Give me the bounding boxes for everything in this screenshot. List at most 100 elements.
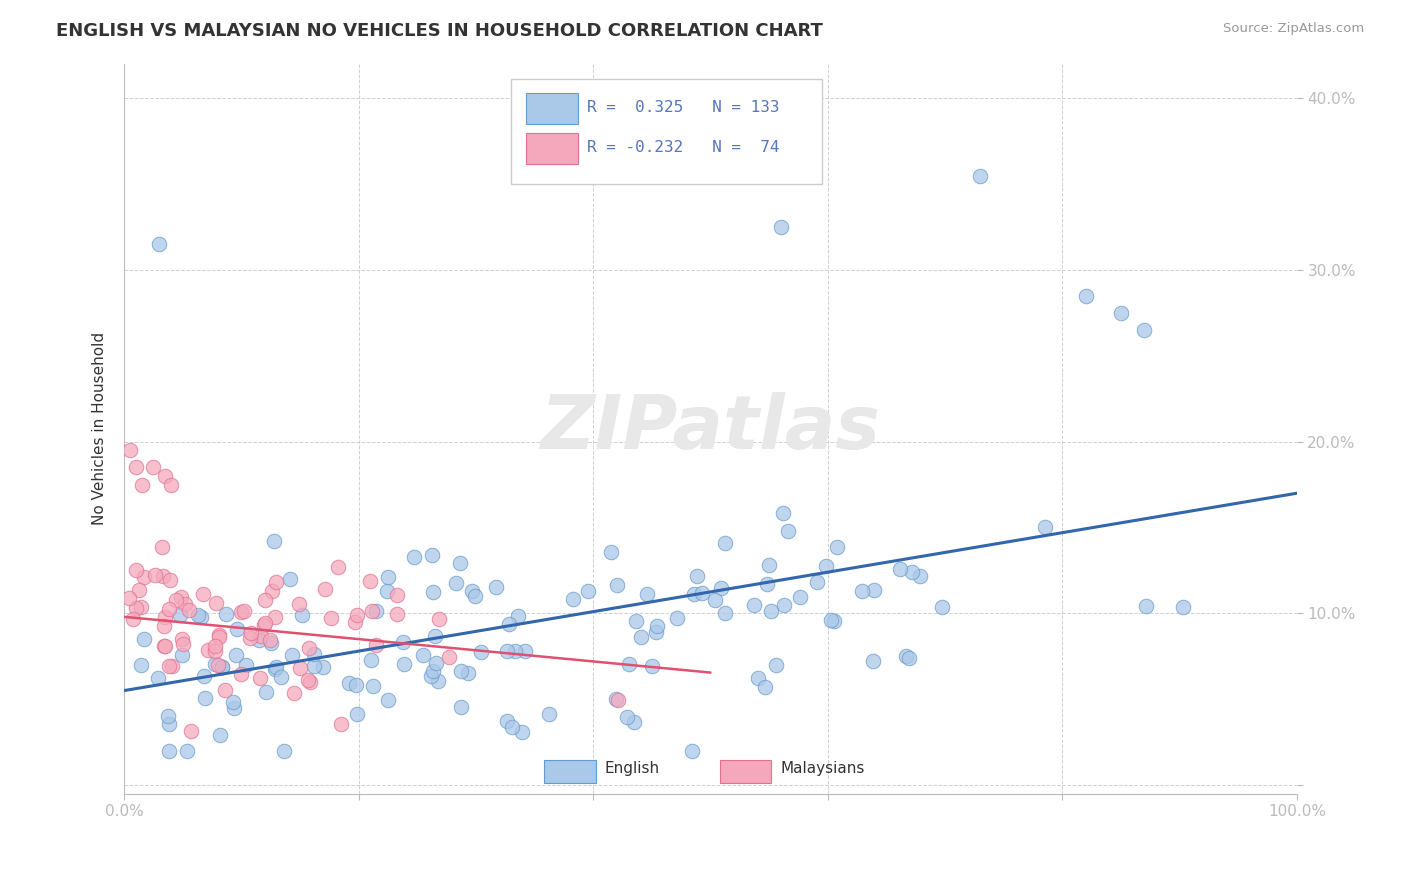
Point	[889, 562, 911, 576]
Point	[422, 584, 444, 599]
Point	[226, 622, 249, 636]
Point	[495, 714, 517, 728]
Point	[425, 630, 447, 644]
Point	[314, 582, 336, 597]
Point	[789, 591, 811, 605]
Point	[630, 630, 652, 644]
Point	[165, 593, 187, 607]
Point	[239, 625, 262, 640]
Point	[122, 612, 145, 626]
Point	[641, 659, 664, 673]
Point	[537, 706, 560, 721]
Text: Source: ZipAtlas.com: Source: ZipAtlas.com	[1223, 22, 1364, 36]
Point	[606, 693, 628, 707]
Point	[157, 744, 180, 758]
Point	[851, 583, 873, 598]
Point	[645, 624, 668, 639]
Point	[249, 671, 271, 685]
Point	[606, 578, 628, 592]
Point	[714, 536, 737, 550]
Point	[239, 631, 262, 645]
Point	[253, 618, 276, 632]
Point	[304, 658, 326, 673]
Point	[501, 720, 523, 734]
Point	[391, 635, 413, 649]
Point	[636, 587, 658, 601]
Point	[427, 612, 450, 626]
Point	[207, 657, 229, 672]
Point	[346, 608, 368, 623]
Point	[180, 724, 202, 739]
Point	[280, 572, 302, 586]
FancyBboxPatch shape	[526, 94, 578, 124]
Point	[208, 627, 231, 641]
Point	[425, 656, 447, 670]
Point	[197, 642, 219, 657]
Point	[412, 648, 434, 663]
FancyBboxPatch shape	[720, 760, 772, 783]
Point	[125, 460, 148, 475]
Point	[626, 614, 648, 628]
Point	[148, 671, 170, 685]
Point	[496, 644, 519, 658]
Text: English: English	[605, 761, 659, 775]
Point	[153, 610, 176, 624]
Point	[264, 662, 287, 676]
Point	[129, 599, 152, 614]
Point	[321, 611, 343, 625]
Point	[1074, 289, 1097, 303]
Point	[273, 744, 295, 758]
Point	[681, 744, 703, 758]
Point	[419, 668, 441, 682]
Point	[152, 568, 174, 582]
Point	[297, 673, 319, 688]
Point	[172, 632, 194, 646]
Point	[270, 670, 292, 684]
Point	[461, 584, 484, 599]
Point	[605, 691, 627, 706]
Point	[131, 477, 153, 491]
Point	[337, 676, 360, 690]
Point	[450, 700, 472, 714]
Point	[364, 638, 387, 652]
Point	[420, 548, 443, 562]
Point	[1033, 519, 1056, 533]
Point	[815, 559, 838, 574]
Point	[150, 540, 173, 554]
Point	[173, 597, 195, 611]
Point	[288, 661, 311, 675]
Point	[173, 637, 195, 651]
Point	[359, 574, 381, 588]
Point	[908, 569, 931, 583]
Point	[329, 717, 352, 731]
Point	[692, 586, 714, 600]
Point	[153, 639, 176, 653]
Point	[222, 695, 245, 709]
Point	[254, 592, 277, 607]
Point	[444, 576, 467, 591]
Point	[704, 593, 727, 607]
Point	[260, 636, 283, 650]
Point	[229, 605, 252, 619]
Point	[437, 650, 460, 665]
Point	[152, 618, 174, 632]
Point	[194, 691, 217, 706]
Point	[758, 558, 780, 572]
Point	[862, 583, 884, 598]
Point	[281, 648, 304, 663]
Point	[862, 654, 884, 668]
Point	[900, 566, 922, 580]
Point	[599, 545, 621, 559]
Point	[208, 630, 231, 644]
Text: ENGLISH VS MALAYSIAN NO VEHICLES IN HOUSEHOLD CORRELATION CHART: ENGLISH VS MALAYSIAN NO VEHICLES IN HOUS…	[56, 22, 823, 40]
Text: R = -0.232   N =  74: R = -0.232 N = 74	[588, 140, 780, 154]
Point	[134, 570, 156, 584]
Point	[153, 469, 176, 483]
Point	[283, 686, 305, 700]
Point	[231, 667, 253, 681]
Point	[755, 577, 778, 591]
Point	[503, 644, 526, 658]
Point	[176, 744, 198, 758]
FancyBboxPatch shape	[544, 760, 596, 783]
Point	[772, 506, 794, 520]
